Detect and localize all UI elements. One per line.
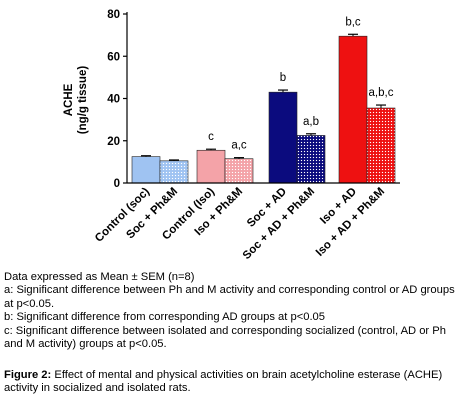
- significance-label: b,c: [345, 16, 361, 28]
- y-axis: 0 20 40 60 80: [107, 9, 128, 190]
- y-tick-label: 60: [107, 51, 120, 63]
- y-tick-label: 40: [107, 94, 120, 106]
- figure-caption-text: Effect of mental and physical activities…: [4, 369, 443, 395]
- bar: [196, 149, 226, 184]
- footnote-c: c: Significant difference between isolat…: [4, 324, 446, 351]
- bar-chart: 0 20 40 60 80 c a,c b a,b b,c a,b,c Control (soc)…: [63, 9, 400, 262]
- footnote-b: b: Significant difference from correspon…: [4, 311, 326, 324]
- bar: [131, 156, 161, 184]
- footnote-data: Data expressed as Mean ± SEM (n=8): [4, 271, 195, 283]
- bar: [224, 158, 254, 184]
- significance-label: b: [280, 72, 286, 84]
- significance-label: c: [208, 131, 214, 143]
- figure-label: Figure 2:: [4, 369, 52, 381]
- y-axis-unit-label: (ng/g tissue): [77, 66, 89, 135]
- bar: [159, 160, 189, 184]
- significance-label: a,b: [303, 116, 319, 128]
- y-tick-label: 20: [107, 136, 120, 148]
- significance-label: a,c: [231, 140, 247, 152]
- figure-caption: Figure 2: Effect of mental and physical …: [4, 369, 460, 396]
- footnotes: Data expressed as Mean ± SEM (n=8) a: Si…: [4, 271, 460, 351]
- footnote-a: a: Significant difference between Ph and…: [4, 284, 455, 310]
- significance-label: a,b,c: [369, 87, 394, 99]
- bar: [366, 107, 396, 184]
- y-axis-label: ACHE: [63, 83, 75, 116]
- bar: [296, 135, 326, 184]
- bar: [268, 91, 298, 184]
- y-tick-label: 0: [114, 178, 120, 190]
- bar: [338, 35, 368, 184]
- y-tick-label: 80: [107, 9, 120, 21]
- bars: c a,c b a,b b,c a,b,c: [131, 16, 396, 184]
